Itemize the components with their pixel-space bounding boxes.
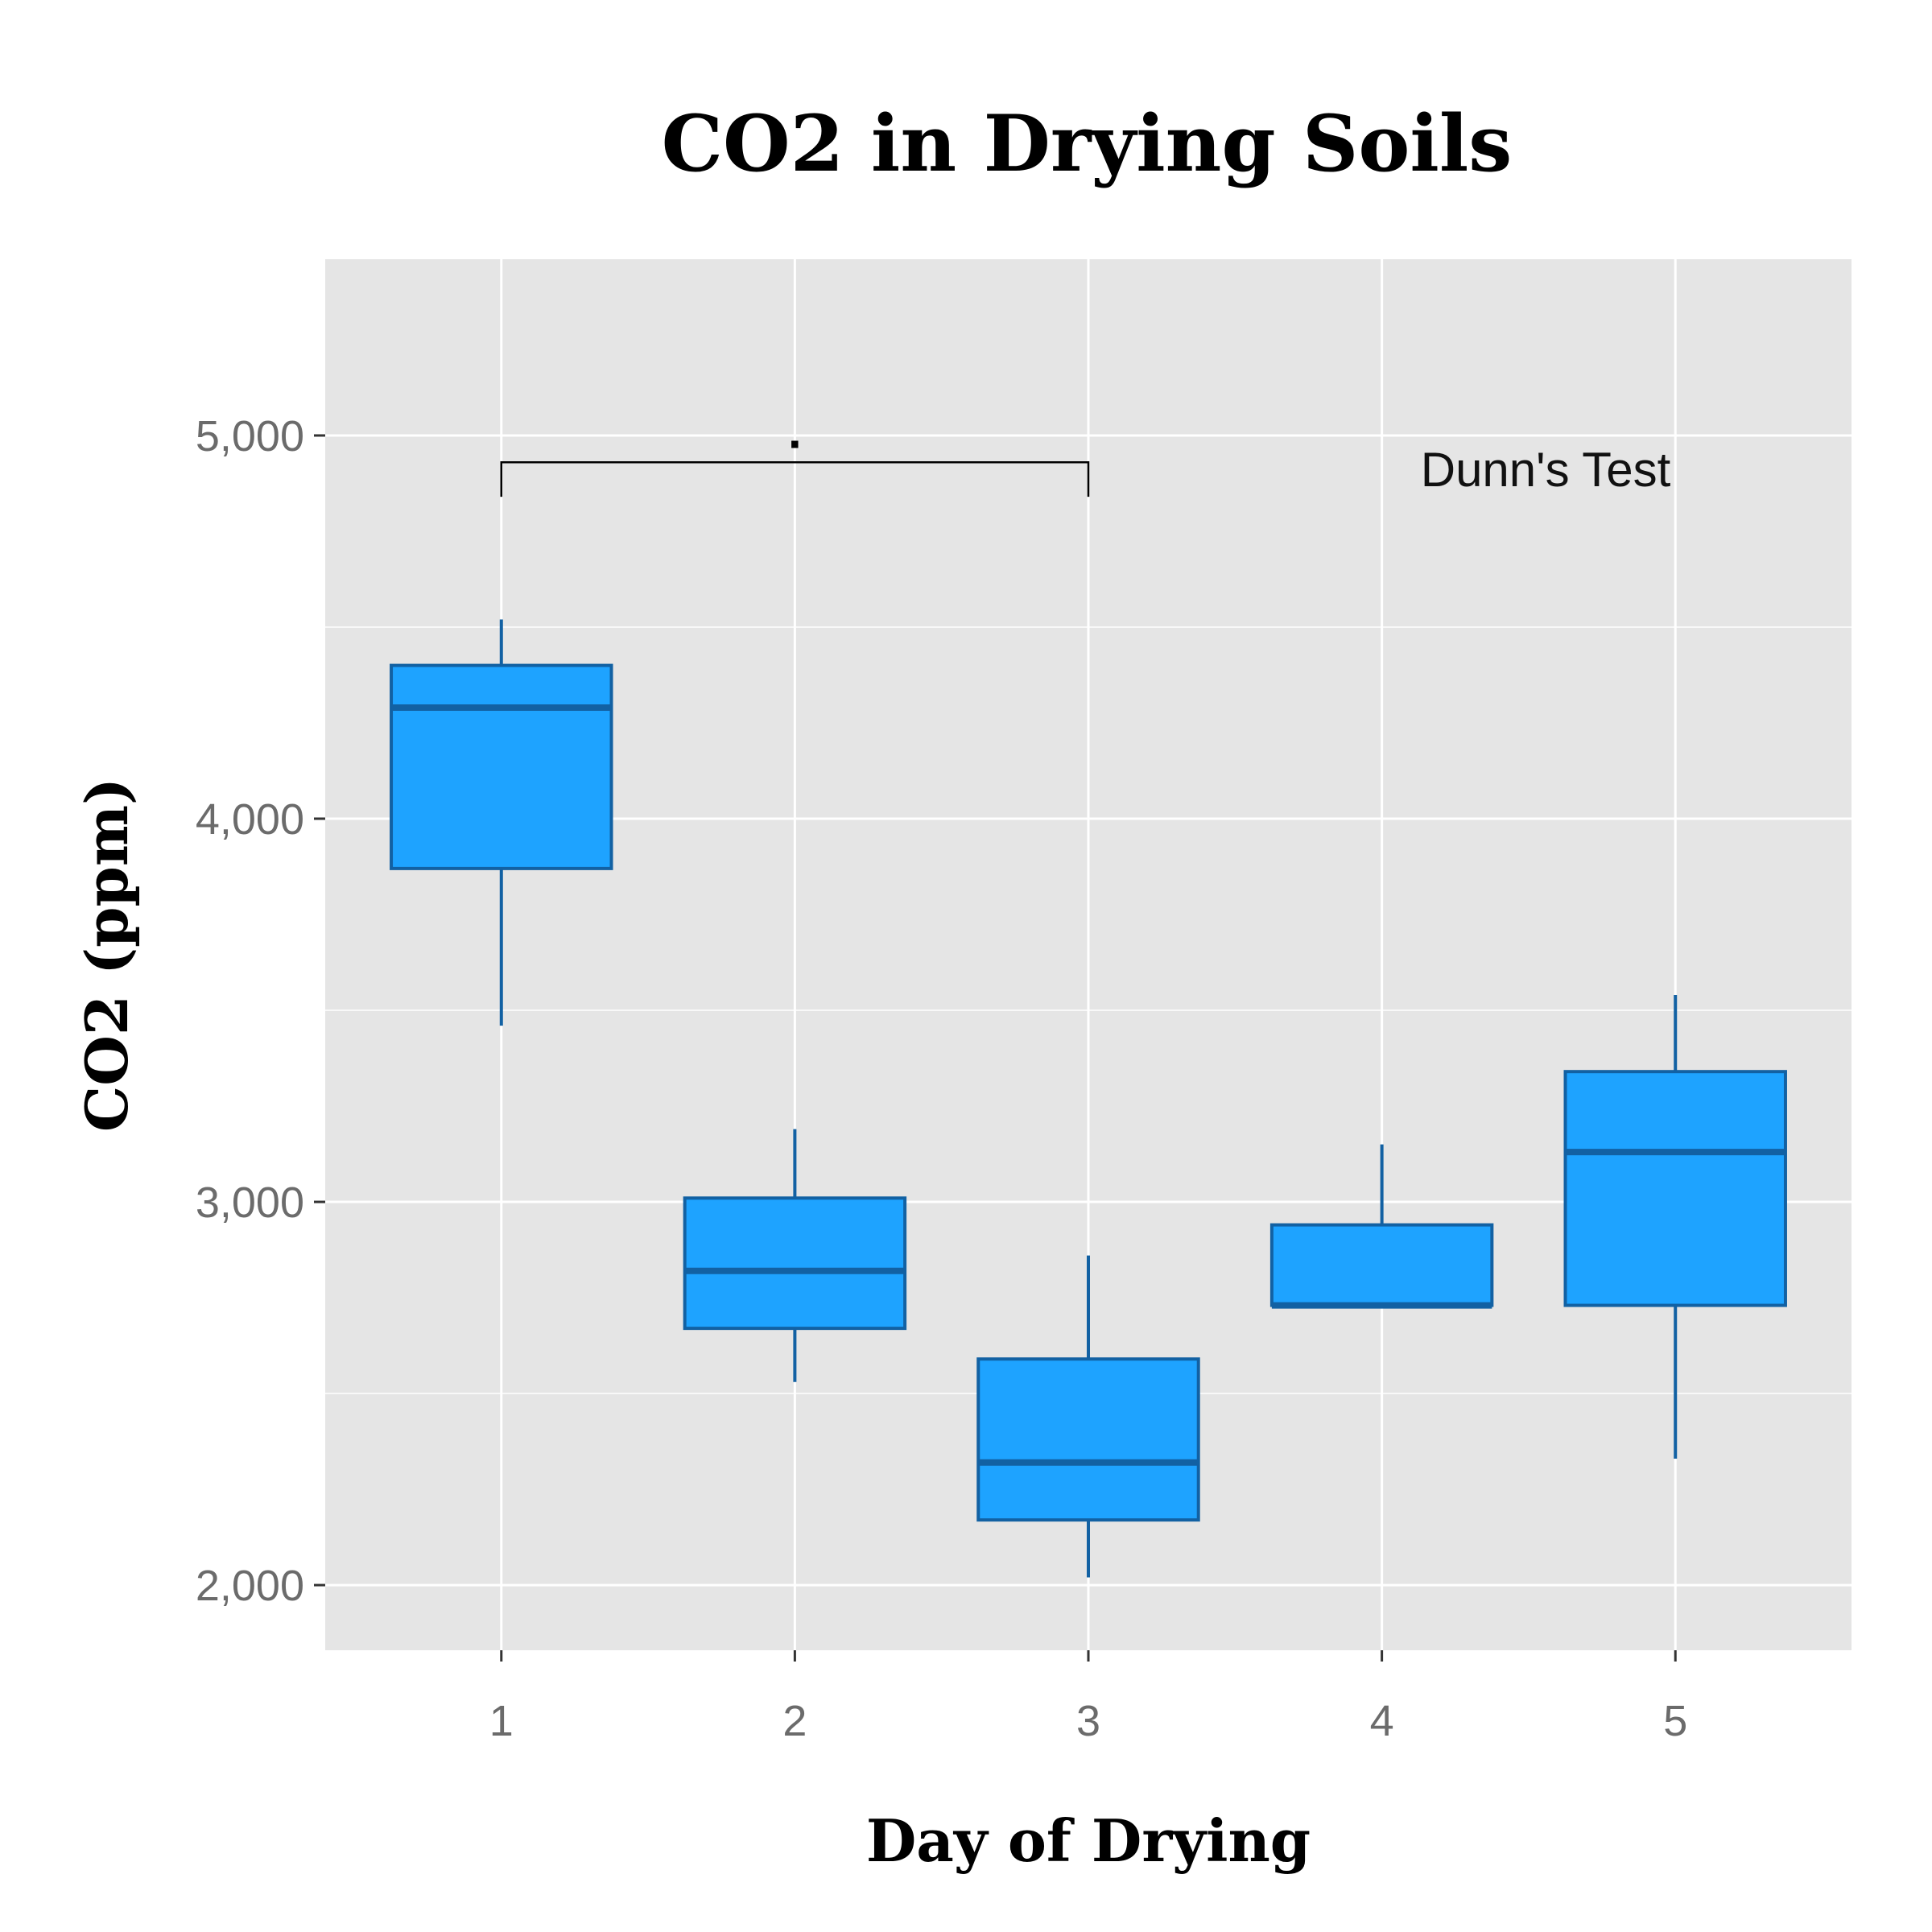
x-tick-label: 5 <box>1663 1697 1687 1745</box>
dunns-test-annotation: Dunn's Test <box>1421 443 1671 497</box>
y-tick-label: 5,000 <box>196 412 304 460</box>
y-axis-title: CO2 (ppm) <box>72 778 141 1132</box>
x-tick-label: 3 <box>1076 1697 1100 1745</box>
chart-title: CO2 in Drying Soils <box>662 98 1513 189</box>
comparison-bracket: . <box>500 404 1090 497</box>
y-tick-label: 3,000 <box>196 1179 304 1227</box>
bracket-line <box>500 461 1090 497</box>
x-axis: 1 2 3 4 5 <box>489 1650 1687 1745</box>
iqr-box <box>1563 1070 1787 1307</box>
boxes <box>390 619 1787 1578</box>
box-day-1 <box>390 619 613 1026</box>
x-axis-title: Day of Drying <box>866 1806 1311 1875</box>
y-axis: 2,000 3,000 4,000 5,000 <box>196 412 325 1610</box>
box-day-2 <box>683 1129 907 1382</box>
x-tick-label: 1 <box>489 1697 514 1745</box>
box-day-3 <box>976 1255 1200 1578</box>
iqr-box <box>976 1357 1200 1522</box>
iqr-box <box>1269 1223 1494 1307</box>
significance-label: . <box>788 404 802 458</box>
x-tick-label: 4 <box>1370 1697 1394 1745</box>
box-day-4 <box>1269 1144 1494 1309</box>
iqr-box <box>390 663 613 870</box>
iqr-box <box>683 1196 907 1331</box>
y-tick-label: 2,000 <box>196 1562 304 1610</box>
x-tick-label: 2 <box>782 1697 807 1745</box>
box-day-5 <box>1563 994 1787 1459</box>
y-tick-label: 4,000 <box>196 795 304 844</box>
